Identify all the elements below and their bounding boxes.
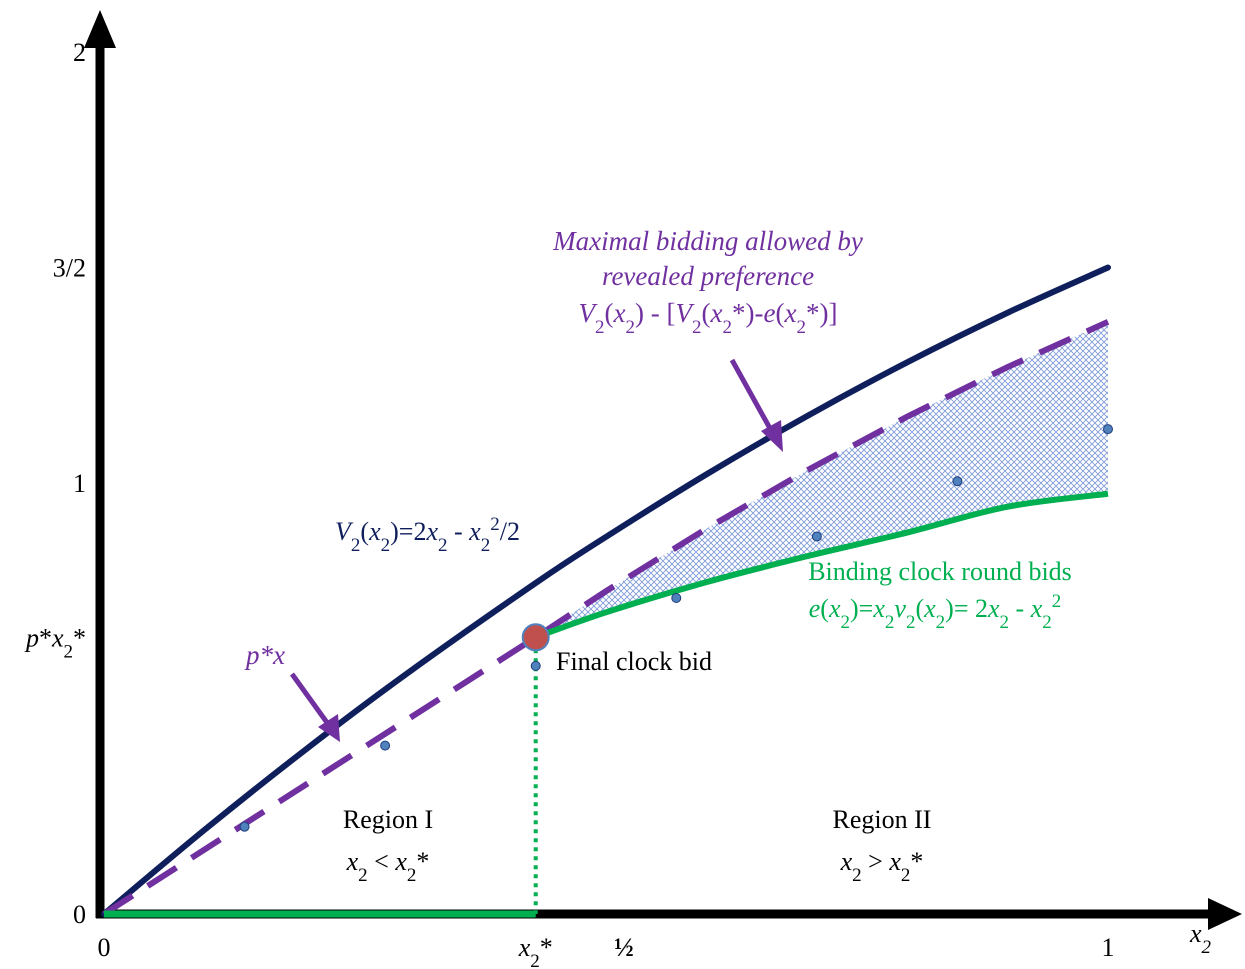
x-axis-label: x2 (1189, 919, 1212, 958)
region1-title: Region I (343, 805, 433, 834)
region2-condition: x2 > x2* (840, 847, 924, 886)
x-tick-label: 1 (1102, 933, 1115, 962)
y-tick-label: p*x2* (24, 623, 86, 662)
x-tick-label: ½ (614, 933, 634, 962)
v2-formula-label: V2(x2)=2x2 - x22/2 (335, 514, 520, 556)
binding-title: Binding clock round bids (808, 557, 1072, 586)
v2-marker-dot (671, 593, 682, 604)
y-tick-label: 0 (73, 900, 86, 929)
binding-formula: e(x2)=x2v2(x2)= 2x2 - x22 (809, 591, 1062, 633)
y-axis-arrowhead (84, 10, 116, 48)
v2-marker-dot (952, 476, 963, 487)
max-bid-formula: V2(x2) - [V2(x2*)-e(x2*)] (579, 298, 838, 338)
max-bid-title-line2: revealed preference (602, 261, 814, 291)
shaded-region (535, 321, 1108, 638)
max-bid-arrow (729, 358, 775, 434)
final-clock-bid-point (521, 623, 550, 652)
v2-marker-dot (530, 660, 541, 671)
x-tick-label: 0 (98, 933, 111, 962)
y-tick-labels: 0 p*x2* 1 3/2 2 (24, 38, 86, 929)
y-tick-label: 2 (73, 38, 86, 67)
final-clock-bid-label: Final clock bid (556, 647, 712, 676)
pstar-label: p*x (244, 640, 285, 670)
max-bid-arrowhead (761, 420, 783, 452)
v2-marker-dot (1103, 424, 1113, 435)
region2-title: Region II (833, 805, 932, 834)
x-tick-labels: 0 x2* ½ 1 (98, 933, 1115, 969)
v2-curve (101, 264, 1111, 917)
v2-marker-dot (380, 740, 391, 751)
y-tick-label: 1 (73, 469, 86, 498)
region1-condition: x2 < x2* (346, 847, 430, 886)
binding-bids-curve (534, 490, 1109, 641)
x-tick-label: x2* (518, 933, 553, 969)
v2-markers (239, 424, 1113, 832)
max-bid-title-line1: Maximal bidding allowed by (552, 226, 863, 256)
max-bid-dashed-line (102, 319, 1110, 917)
pstar-arrowhead (318, 714, 340, 742)
y-tick-label: 3/2 (53, 254, 86, 283)
v2-marker-dot (239, 821, 250, 832)
pstar-arrow (289, 672, 331, 726)
v2-marker-dot (811, 531, 822, 542)
x-axis-arrowhead (1208, 898, 1242, 930)
